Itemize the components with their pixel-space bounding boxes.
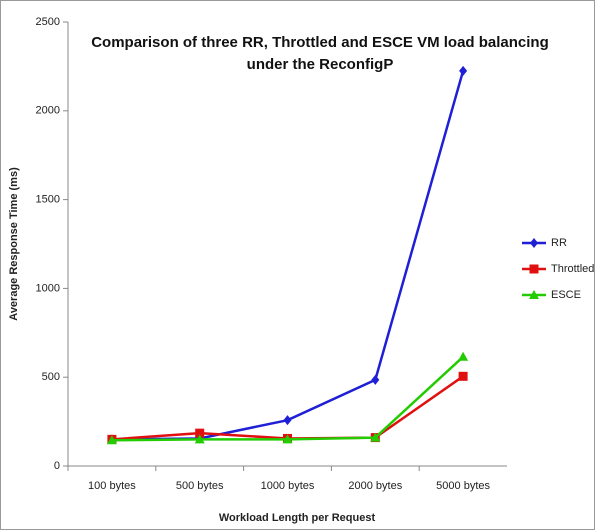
x-tick-label: 5000 bytes xyxy=(436,480,490,492)
chart-title: Comparison of three RR, Throttled and ES… xyxy=(91,34,549,73)
x-tick-label: 1000 bytes xyxy=(261,480,315,492)
point xyxy=(458,351,469,361)
legend-marker xyxy=(529,290,539,299)
y-tick-label: 1500 xyxy=(36,194,60,206)
x-tick-label: 500 bytes xyxy=(176,480,224,492)
point xyxy=(282,434,293,444)
point xyxy=(370,432,381,442)
y-tick-label: 0 xyxy=(54,460,60,472)
legend-label: RR xyxy=(551,237,567,249)
y-tick-label: 2500 xyxy=(36,16,60,28)
point xyxy=(106,435,117,445)
point xyxy=(458,371,468,381)
y-axis-label: Average Response Time (ms) xyxy=(8,167,20,321)
legend-marker xyxy=(530,238,538,248)
legend-marker xyxy=(529,264,539,274)
point xyxy=(194,434,205,444)
legend-label: Throttled xyxy=(551,263,594,275)
y-tick-label: 500 xyxy=(42,371,60,383)
legend-label: ESCE xyxy=(551,289,581,301)
x-tick-label: 2000 bytes xyxy=(348,480,402,492)
x-tick-label: 100 bytes xyxy=(88,480,136,492)
point xyxy=(195,428,205,438)
y-tick-label: 2000 xyxy=(36,105,60,117)
point xyxy=(283,415,292,426)
point xyxy=(371,374,380,385)
point xyxy=(459,65,468,76)
x-axis-label: Workload Length per Request xyxy=(219,512,376,524)
y-tick-label: 1000 xyxy=(36,282,60,294)
